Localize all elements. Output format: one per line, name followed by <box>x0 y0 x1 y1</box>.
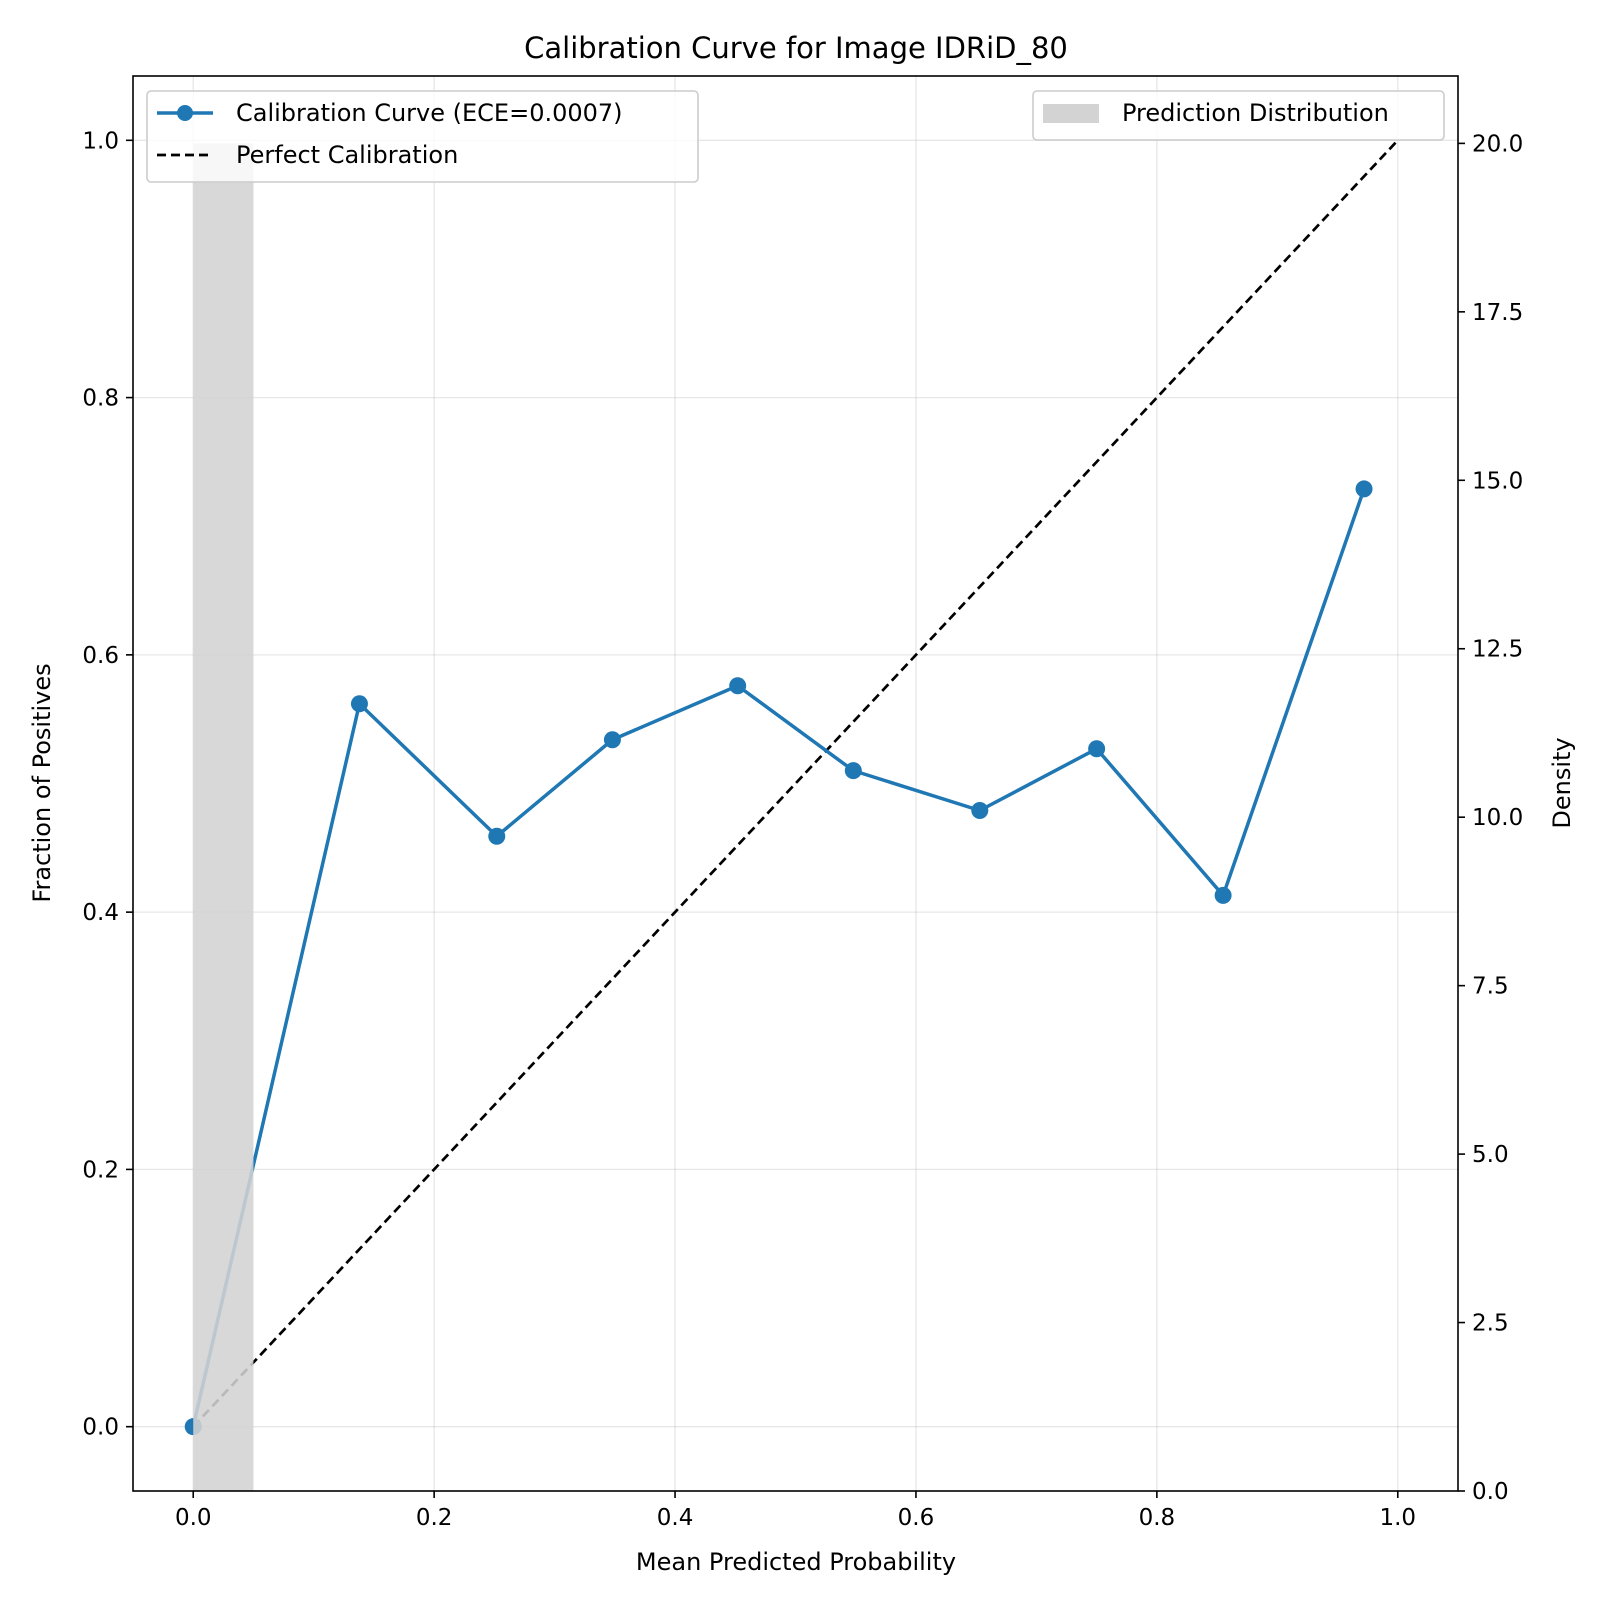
y-tick-label-2: 0.4 <box>82 900 119 926</box>
legend-distribution-swatch <box>1043 104 1099 123</box>
calibration-point-9 <box>1355 480 1373 498</box>
y2-tick-label-4: 10.0 <box>1472 805 1523 831</box>
legend-calibration-label: Calibration Curve (ECE=0.0007) <box>236 99 623 127</box>
calibration-point-1 <box>350 695 368 713</box>
calibration-point-6 <box>971 802 989 820</box>
chart-title: Calibration Curve for Image IDRiD_80 <box>524 31 1068 65</box>
legend-calibration-marker <box>177 105 193 121</box>
calibration-point-4 <box>729 677 747 695</box>
y2-tick-label-5: 12.5 <box>1472 637 1523 663</box>
calibration-point-8 <box>1214 886 1232 904</box>
y2-tick-label-2: 5.0 <box>1472 1142 1509 1168</box>
calibration-point-7 <box>1088 740 1106 758</box>
plot-area <box>133 76 1458 1491</box>
y-axis-label: Fraction of Positives <box>28 663 56 902</box>
calibration-point-5 <box>844 762 862 780</box>
y-tick-label-4: 0.8 <box>82 386 119 412</box>
y-axis-left: 0.0 0.2 0.4 0.6 0.8 1.0 <box>82 128 133 1441</box>
y-tick-label-3: 0.6 <box>82 643 119 669</box>
y2-axis-label: Density <box>1548 737 1576 828</box>
x-tick-label-5: 1.0 <box>1379 1505 1416 1531</box>
legend-left-box <box>146 90 699 183</box>
y2-tick-label-1: 2.5 <box>1472 1311 1509 1337</box>
calibration-curve-line <box>191 488 1366 1428</box>
y2-tick-label-0: 0.0 <box>1472 1479 1509 1505</box>
legend-right: Prediction Distribution <box>1032 90 1445 141</box>
perfect-calibration-line <box>192 139 1399 1428</box>
legend-distribution-label: Prediction Distribution <box>1122 99 1389 127</box>
x-tick-label-3: 0.6 <box>898 1505 935 1531</box>
legend-left: Calibration Curve (ECE=0.0007) Perfect C… <box>146 90 699 183</box>
y-tick-label-5: 1.0 <box>82 128 119 154</box>
x-tick-label-4: 0.8 <box>1139 1505 1176 1531</box>
x-tick-label-1: 0.2 <box>416 1505 453 1531</box>
legend-perfect-label: Perfect Calibration <box>236 141 458 169</box>
calibration-point-2 <box>488 827 506 845</box>
y-tick-label-0: 0.0 <box>82 1415 119 1441</box>
y-tick-label-1: 0.2 <box>82 1157 119 1183</box>
y2-tick-label-6: 15.0 <box>1472 468 1523 494</box>
calibration-point-3 <box>603 731 621 749</box>
x-tick-label-0: 0.0 <box>175 1505 212 1531</box>
y2-tick-label-7: 17.5 <box>1472 300 1523 326</box>
x-axis: 0.0 0.2 0.4 0.6 0.8 1.0 <box>175 1491 1416 1531</box>
y-axis-right: 0.0 2.5 5.0 7.5 10.0 12.5 15.0 17.5 20.0 <box>1458 131 1523 1505</box>
axes-frame <box>132 75 1459 1492</box>
y2-tick-label-3: 7.5 <box>1472 974 1509 1000</box>
legend-right-box <box>1032 90 1445 141</box>
y2-tick-label-8: 20.0 <box>1472 131 1523 157</box>
x-tick-label-2: 0.4 <box>657 1505 694 1531</box>
x-axis-label: Mean Predicted Probability <box>636 1548 956 1576</box>
histogram-bar-0 <box>193 143 254 1491</box>
